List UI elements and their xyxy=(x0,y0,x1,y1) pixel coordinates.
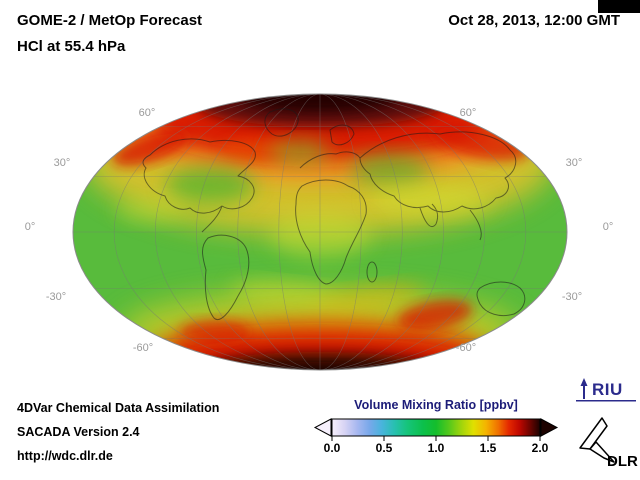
colorbar-title: Volume Mixing Ratio [ppbv] xyxy=(354,398,518,412)
footer-line-version: SACADA Version 2.4 xyxy=(17,425,140,439)
lat-label-right-0: 0° xyxy=(602,221,614,233)
map-outline xyxy=(72,93,568,371)
colorbar-tick-2: 1.0 xyxy=(427,441,445,455)
dlr-logo-text: DLR xyxy=(607,453,638,470)
colorbar-tick-marks xyxy=(331,436,541,441)
lat-label-right-m30: -30° xyxy=(561,291,583,303)
lat-label-left-0: 0° xyxy=(24,221,36,233)
lat-label-right-30: 30° xyxy=(565,157,583,169)
lat-label-left-60: 60° xyxy=(138,107,156,119)
page-title: GOME-2 / MetOp Forecast xyxy=(17,12,203,29)
riu-logo-text: RIU xyxy=(592,380,623,399)
riu-logo-icon xyxy=(576,378,636,402)
lat-label-right-m60: -60° xyxy=(455,342,477,354)
colorbar-graphic xyxy=(313,418,559,441)
forecast-datetime: Oct 28, 2013, 12:00 GMT xyxy=(448,12,620,29)
coastlines xyxy=(142,108,526,320)
corner-black-box xyxy=(598,0,640,13)
lat-label-left-30: 30° xyxy=(53,157,71,169)
colorbar-tick-0: 0.0 xyxy=(323,441,341,455)
colorbar-left-arrow xyxy=(313,418,332,437)
lat-label-left-m30: -30° xyxy=(45,291,67,303)
lat-label-left-m60: -60° xyxy=(132,342,154,354)
footer-line-url: http://wdc.dlr.de xyxy=(17,449,113,463)
lat-label-right-60: 60° xyxy=(459,107,477,119)
colorbar-tick-1: 0.5 xyxy=(375,441,393,455)
colorbar-right-arrow xyxy=(540,418,559,437)
colorbar-tick-3: 1.5 xyxy=(479,441,497,455)
page-subtitle: HCl at 55.4 hPa xyxy=(17,38,126,55)
footer-line-assimilation: 4DVar Chemical Data Assimilation xyxy=(17,401,220,415)
dlr-logo-icon xyxy=(579,417,615,463)
colorbar-tick-4: 2.0 xyxy=(531,441,549,455)
